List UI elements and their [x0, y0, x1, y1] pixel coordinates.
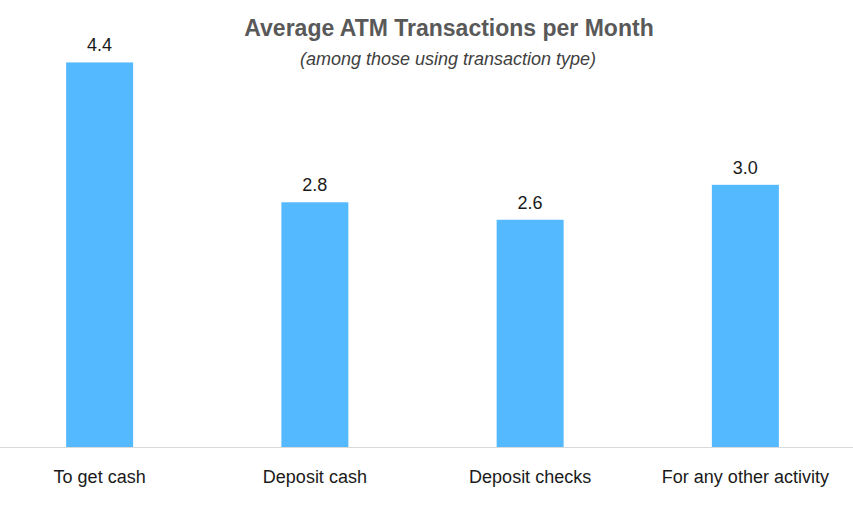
chart-subtitle: (among those using transaction type)	[300, 49, 596, 69]
chart: Average ATM Transactions per Month (among…	[0, 0, 853, 505]
x-tick-label: Deposit checks	[469, 467, 591, 487]
x-tick-label: To get cash	[54, 467, 146, 487]
data-label: 2.8	[302, 175, 327, 195]
bar	[712, 185, 779, 447]
x-tick-label: Deposit cash	[263, 467, 367, 487]
page: {"chart_data": {"type": "bar", "title": …	[0, 0, 853, 505]
bar	[66, 62, 133, 447]
data-label: 3.0	[733, 158, 758, 178]
x-tick-label: For any other activity	[662, 467, 829, 487]
chart-title: Average ATM Transactions per Month	[244, 15, 653, 41]
data-label: 4.4	[87, 35, 112, 55]
data-label: 2.6	[518, 193, 543, 213]
x-axis-line	[0, 447, 853, 448]
bar	[281, 202, 348, 447]
bar	[497, 220, 564, 447]
bars	[66, 62, 779, 447]
